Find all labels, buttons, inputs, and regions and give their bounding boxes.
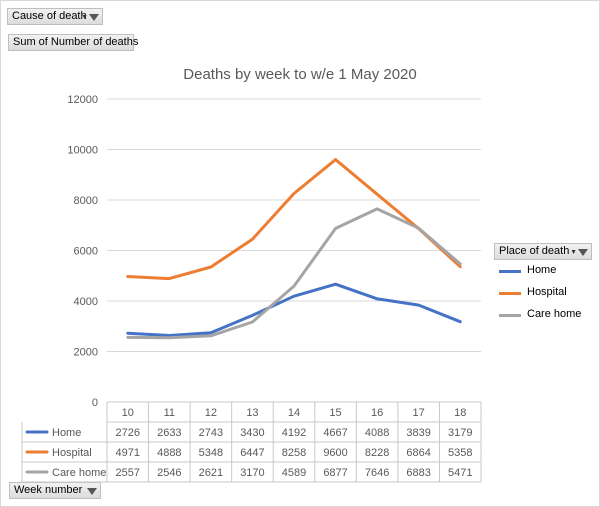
legend-item: Home — [494, 262, 594, 284]
table-value: 2726 — [116, 427, 140, 439]
table-value: 5471 — [448, 467, 472, 479]
table-value: 6877 — [323, 467, 347, 479]
filter-icon — [86, 484, 97, 499]
legend-swatch — [499, 292, 521, 295]
series-line-hospital — [126, 158, 462, 281]
x-tick-label: 14 — [288, 407, 300, 419]
table-value: 2546 — [157, 467, 181, 479]
table-value: 4667 — [323, 427, 347, 439]
filter-icon: ▼ — [570, 245, 588, 260]
table-series-name: Home — [52, 427, 81, 439]
y-tick-label: 2000 — [74, 347, 98, 359]
week-number-label: Week number — [14, 484, 83, 496]
x-tick-label: 16 — [371, 407, 383, 419]
table-series-name: Hospital — [52, 447, 92, 459]
table-value: 4888 — [157, 447, 181, 459]
place-of-death-filter-button[interactable]: Place of death ▼ — [494, 243, 592, 260]
chart-legend: Home Hospital Care home — [494, 262, 594, 328]
legend-label: Hospital — [527, 286, 567, 298]
table-value: 4589 — [282, 467, 306, 479]
y-tick-label: 6000 — [74, 246, 98, 258]
table-value: 4088 — [365, 427, 389, 439]
legend-label: Care home — [527, 308, 582, 320]
place-of-death-label: Place of death — [499, 245, 570, 257]
legend-item: Hospital — [494, 284, 594, 306]
x-tick-label: 17 — [413, 407, 425, 419]
sum-of-deaths-field-button[interactable]: Sum of Number of deaths — [8, 34, 138, 51]
sum-field-label: Sum of Number of deaths — [13, 36, 139, 48]
table-series-name: Care home — [52, 467, 106, 479]
table-value: 5358 — [448, 447, 472, 459]
table-value: 8228 — [365, 447, 389, 459]
table-value: 7646 — [365, 467, 389, 479]
table-value: 2621 — [199, 467, 223, 479]
x-tick-label: 13 — [246, 407, 258, 419]
table-value: 6883 — [406, 467, 430, 479]
legend-swatch — [499, 270, 521, 273]
cause-of-death-label: Cause of death — [12, 10, 87, 22]
table-value: 8258 — [282, 447, 306, 459]
table-value: 5348 — [199, 447, 223, 459]
table-value: 6864 — [406, 447, 430, 459]
table-value: 6447 — [240, 447, 264, 459]
legend-label: Home — [527, 264, 557, 276]
y-tick-label: 12000 — [67, 94, 98, 106]
x-tick-label: 12 — [205, 407, 217, 419]
y-tick-label: 4000 — [74, 296, 98, 308]
y-tick-label: 10000 — [67, 145, 98, 157]
table-value: 3430 — [240, 427, 264, 439]
cause-of-death-filter-button[interactable]: Cause of death ▼ — [7, 8, 103, 25]
x-tick-label: 10 — [122, 407, 134, 419]
x-tick-label: 11 — [164, 407, 175, 419]
legend-swatch — [499, 314, 521, 317]
table-value: 2557 — [116, 467, 140, 479]
table-value: 4192 — [282, 427, 306, 439]
y-tick-label: 8000 — [74, 195, 98, 207]
chart-title: Deaths by week to w/e 1 May 2020 — [183, 66, 416, 83]
table-value: 9600 — [323, 447, 347, 459]
table-value: 3170 — [240, 467, 264, 479]
table-value: 3179 — [448, 427, 472, 439]
series-line-care-home — [126, 207, 462, 340]
table-value: 3839 — [406, 427, 430, 439]
table-value: 2633 — [157, 427, 181, 439]
legend-item: Care home — [494, 306, 594, 328]
table-value: 4971 — [116, 447, 140, 459]
table-value: 2743 — [199, 427, 223, 439]
y-tick-label: 0 — [92, 397, 98, 409]
series-line-home — [126, 282, 462, 337]
x-tick-label: 15 — [329, 407, 341, 419]
filter-icon: ▼ — [81, 10, 99, 25]
x-tick-label: 18 — [454, 407, 466, 419]
